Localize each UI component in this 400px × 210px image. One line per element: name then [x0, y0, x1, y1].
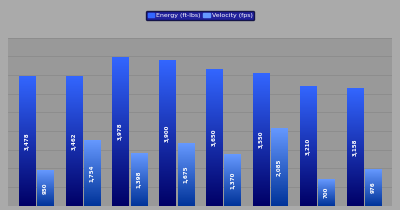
Text: 950: 950 — [43, 182, 48, 194]
Text: 3,478: 3,478 — [24, 132, 30, 150]
Text: 3,462: 3,462 — [71, 133, 76, 150]
Legend: Energy (ft-lbs), Velocity (fps): Energy (ft-lbs), Velocity (fps) — [146, 11, 254, 20]
Text: 3,158: 3,158 — [352, 138, 357, 156]
Text: 700: 700 — [324, 187, 329, 198]
Text: 3,650: 3,650 — [212, 129, 217, 146]
Text: 3,900: 3,900 — [165, 124, 170, 142]
Text: 2,085: 2,085 — [277, 158, 282, 176]
Text: 976: 976 — [370, 182, 376, 193]
Text: 1,754: 1,754 — [90, 164, 94, 182]
Text: 3,550: 3,550 — [259, 131, 264, 148]
Text: 3,210: 3,210 — [306, 137, 310, 155]
Text: 1,370: 1,370 — [230, 172, 235, 189]
Text: 1,675: 1,675 — [183, 166, 188, 183]
Text: 1,398: 1,398 — [136, 171, 141, 188]
Text: 3,978: 3,978 — [118, 123, 123, 140]
